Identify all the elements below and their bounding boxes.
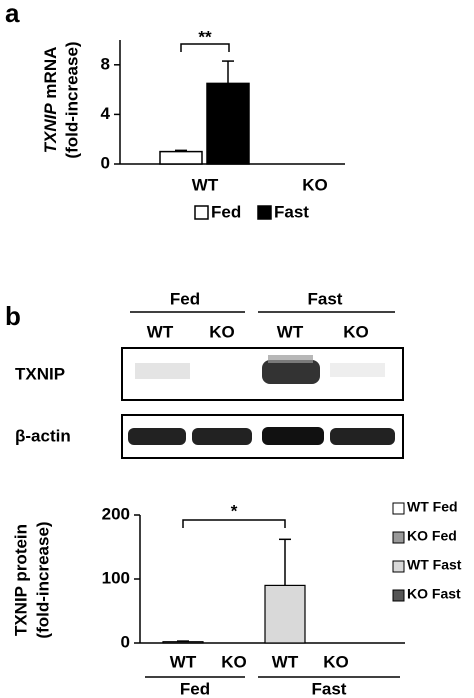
y-tick-label: 200	[102, 504, 130, 523]
legend-swatch	[392, 531, 405, 544]
y-axis-label: TXNIP mRNA	[41, 47, 60, 154]
blot-row-label: β-actin	[15, 426, 71, 445]
bar	[206, 82, 250, 165]
y-axis-label: (fold-increase)	[33, 521, 52, 638]
legend-swatch	[392, 589, 405, 602]
blot-group: Fast	[308, 289, 343, 308]
x-tick-label: KO	[302, 175, 328, 194]
lane-label: WT	[277, 322, 304, 341]
y-label-unit: mRNA	[41, 47, 60, 99]
panel-label: b	[5, 301, 21, 331]
x-tick-label: WT	[272, 652, 299, 671]
legend-label: KO Fed	[407, 528, 457, 544]
legend-swatch	[194, 205, 209, 220]
bar	[162, 641, 204, 644]
panel-label: a	[5, 0, 20, 28]
y-axis-label: TXNIP protein	[11, 524, 30, 636]
y-label-gene: TXNIP	[41, 103, 60, 154]
western-blot	[121, 311, 404, 459]
legend-swatch	[392, 560, 405, 573]
significance: **	[198, 27, 212, 46]
blot-group: Fed	[170, 289, 200, 308]
y-tick-label: 100	[102, 568, 130, 587]
significance-bracket	[180, 43, 230, 52]
legend-label: WT Fast	[407, 557, 462, 573]
lane-label: KO	[343, 322, 369, 341]
y-tick-label: 4	[101, 104, 111, 123]
y-tick-label: 0	[101, 153, 110, 172]
x-tick-label: KO	[221, 652, 247, 671]
significance-bracket	[182, 519, 286, 528]
bar	[159, 150, 203, 165]
group-label: Fed	[180, 679, 210, 698]
legend-swatch	[257, 205, 272, 220]
x-tick-label: WT	[170, 652, 197, 671]
lane-label: KO	[209, 322, 235, 341]
legend-swatch	[392, 502, 405, 515]
y-tick-label: 8	[101, 54, 110, 73]
legend-label: Fed	[211, 202, 241, 221]
legend-label: Fast	[274, 202, 309, 221]
x-tick-label: WT	[192, 175, 219, 194]
group-label: Fast	[312, 679, 347, 698]
y-tick-label: 0	[121, 632, 130, 651]
x-tick-label: KO	[323, 652, 349, 671]
blot-row-label: TXNIP	[15, 364, 65, 383]
legend-label: WT Fed	[407, 499, 458, 515]
y-axis-label: (fold-increase)	[62, 41, 81, 158]
lane-label: WT	[147, 322, 174, 341]
bar	[264, 584, 306, 644]
legend-label: KO Fast	[407, 586, 461, 602]
significance: *	[231, 501, 238, 520]
